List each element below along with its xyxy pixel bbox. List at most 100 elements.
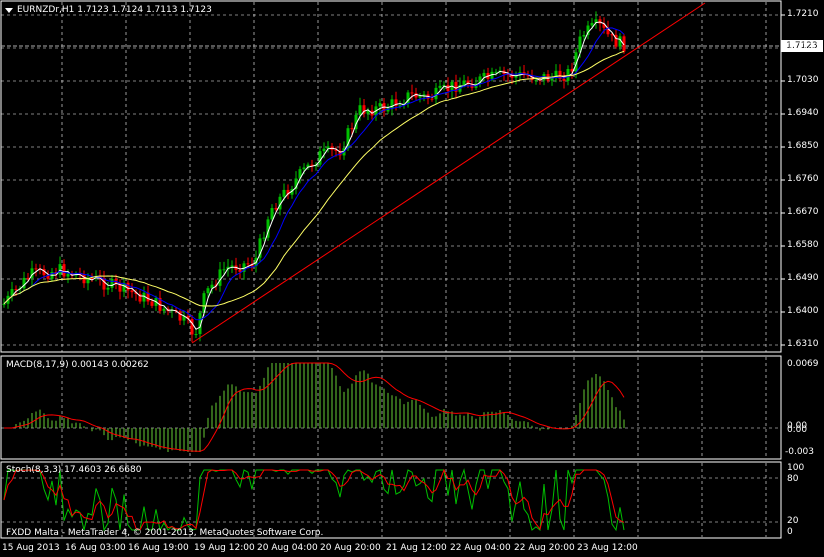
candle-body	[206, 288, 210, 294]
price-axis-label: 1.6850	[787, 141, 819, 151]
candle-body	[410, 92, 414, 94]
candle-body	[578, 36, 582, 53]
macd-axis-zero-b: 0.00	[787, 425, 808, 435]
candle-body	[614, 34, 618, 47]
ma-slow-line	[3, 50, 625, 307]
candle-body	[118, 283, 122, 292]
candle-body	[30, 268, 34, 279]
candle-body	[286, 189, 290, 195]
candle-body	[378, 103, 382, 107]
candle-body	[138, 293, 142, 302]
candle-body	[282, 189, 286, 197]
candle-body	[194, 334, 198, 336]
candle-body	[338, 150, 342, 156]
candle-body	[554, 70, 558, 78]
candle-body	[262, 237, 266, 239]
candle-body	[434, 87, 438, 100]
candle-body	[122, 282, 126, 292]
candle-body	[198, 313, 202, 335]
main-panel-border	[0, 0, 782, 353]
time-axis-label: 16 Aug 19:00	[128, 543, 189, 553]
candle-body	[146, 292, 150, 302]
macd-panel-border	[0, 355, 782, 460]
candle-body	[102, 278, 106, 290]
ma-fast-line	[3, 21, 625, 330]
candle-body	[566, 69, 570, 81]
candle-body	[490, 71, 494, 79]
candle-body	[258, 238, 262, 258]
candle-body	[310, 164, 314, 167]
candle-body	[346, 128, 350, 149]
candle-body	[562, 78, 566, 81]
candle-body	[462, 80, 466, 85]
candle-body	[618, 36, 622, 47]
candle-body	[14, 289, 18, 291]
macd-signal-line	[4, 362, 625, 452]
candle-body	[438, 85, 442, 88]
candle-body	[126, 282, 130, 291]
price-axis-label: 1.6310	[787, 339, 819, 349]
symbol-header: EURNZDr,H1 1.7123 1.7124 1.7113 1.7123	[17, 5, 212, 15]
candle-body	[362, 105, 366, 114]
candle-body	[134, 292, 138, 294]
candle-body	[558, 70, 562, 79]
candle-body	[230, 265, 234, 267]
candle-body	[422, 94, 426, 96]
candle-body	[290, 188, 294, 195]
candle-body	[62, 264, 66, 277]
candle-body	[22, 277, 26, 289]
price-axis-label: 1.6580	[787, 240, 819, 250]
price-axis-label: 1.7030	[787, 75, 819, 85]
candle-body	[214, 284, 218, 286]
candle-body	[182, 315, 186, 321]
price-axis-label: 1.6940	[787, 108, 819, 118]
time-axis-label: 22 Aug 04:00	[450, 543, 511, 553]
candle-body	[510, 74, 514, 78]
candle-body	[358, 105, 362, 115]
stoch-panel-border	[0, 461, 782, 539]
candle-body	[170, 310, 174, 312]
candle-body	[594, 19, 598, 24]
candle-body	[210, 284, 214, 289]
time-axis-label: 16 Aug 03:00	[65, 543, 126, 553]
candle-body	[90, 277, 94, 279]
candle-body	[250, 264, 254, 267]
candle-body	[274, 208, 278, 210]
candle-body	[10, 289, 14, 296]
candle-body	[326, 146, 330, 149]
candle-body	[366, 110, 370, 114]
candle-body	[354, 114, 358, 130]
candle-body	[2, 303, 6, 305]
candle-body	[222, 269, 226, 271]
price-axis-label: 1.6400	[787, 306, 819, 316]
candle-body	[394, 99, 398, 106]
candle-body	[190, 319, 194, 335]
candle-body	[494, 71, 498, 73]
ma-mid-line	[3, 27, 625, 321]
candle-body	[34, 268, 38, 270]
candle-body	[430, 98, 434, 100]
stoch-main-line	[3, 468, 625, 532]
time-axis-label: 21 Aug 12:00	[386, 543, 447, 553]
candle-body	[414, 93, 418, 98]
time-axis-label: 23 Aug 12:00	[577, 543, 638, 553]
candle-body	[46, 275, 50, 279]
candle-body	[66, 273, 70, 277]
candle-body	[42, 268, 46, 276]
candle-body	[590, 23, 594, 26]
candle-body	[418, 95, 422, 98]
time-axis-label: 20 Aug 04:00	[257, 543, 318, 553]
stoch-signal-line	[3, 468, 625, 531]
stoch-header: Stoch(8,3,3) 17.4603 26.6680	[6, 465, 142, 475]
candle-body	[218, 269, 222, 286]
candle-body	[514, 74, 518, 78]
chart-menu-arrow-icon[interactable]	[5, 8, 13, 13]
candle-body	[306, 164, 310, 168]
candle-body	[606, 27, 610, 35]
candle-body	[270, 208, 274, 220]
price-axis-label: 1.7120	[787, 42, 819, 52]
candle-body	[142, 292, 146, 302]
candle-body	[466, 80, 470, 85]
candle-body	[322, 148, 326, 152]
